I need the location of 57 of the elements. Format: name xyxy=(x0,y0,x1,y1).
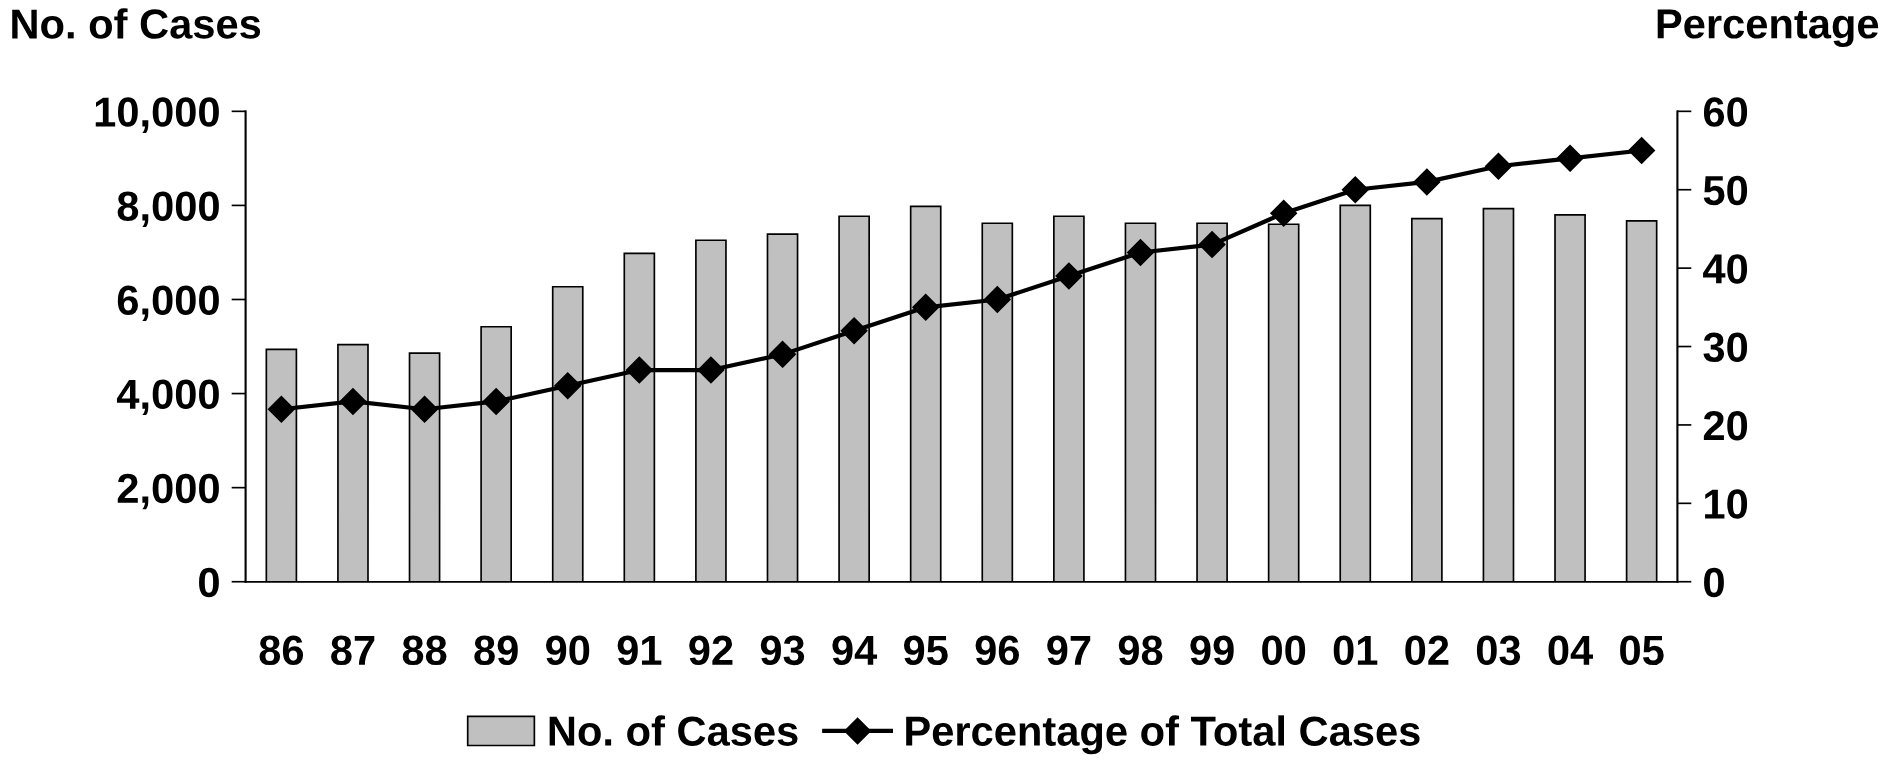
y2-axis-title: Percentage xyxy=(1657,9,1879,48)
y2-tick-label: 0 xyxy=(1704,567,1724,598)
y2-tick-label: 30 xyxy=(1703,332,1748,363)
point xyxy=(1127,238,1154,266)
y-axis-title: No. of Cases xyxy=(12,8,261,39)
point xyxy=(1198,231,1226,259)
y2-tick-label: 40 xyxy=(1703,254,1748,284)
x-tick-label: 03 xyxy=(1476,635,1521,666)
x-tick-label: 02 xyxy=(1405,635,1449,666)
point xyxy=(840,317,868,345)
x-tick-label: 94 xyxy=(832,635,878,666)
x-tick-label: 98 xyxy=(1118,635,1163,666)
point xyxy=(554,372,582,400)
x-tick-label: 90 xyxy=(546,635,590,666)
point xyxy=(482,387,510,415)
legend-label: Percentage of Total Cases xyxy=(906,715,1420,755)
point xyxy=(1556,144,1584,172)
y2-tick-label: 20 xyxy=(1703,410,1748,441)
y-tick-label: 0 xyxy=(199,567,219,598)
point xyxy=(1484,152,1512,180)
x-tick-label: 86 xyxy=(259,635,304,666)
x-tick-label: 97 xyxy=(1047,635,1091,666)
point xyxy=(1055,262,1083,290)
x-tick-label: 99 xyxy=(1190,635,1234,666)
x-tick-label: 05 xyxy=(1620,635,1664,666)
point xyxy=(1341,176,1369,204)
point xyxy=(267,395,295,423)
x-tick-label: 88 xyxy=(402,635,447,666)
y-tick-label: 2,000 xyxy=(117,473,219,510)
point xyxy=(769,340,796,368)
x-tick-label: 00 xyxy=(1262,635,1306,666)
point xyxy=(1270,199,1298,227)
point xyxy=(339,387,367,415)
x-tick-label: 96 xyxy=(975,635,1019,666)
x-tick-label: 04 xyxy=(1548,635,1593,666)
point xyxy=(912,293,940,321)
point xyxy=(1628,137,1656,164)
point xyxy=(1413,168,1441,196)
x-tick-label: 92 xyxy=(689,635,733,666)
point xyxy=(411,395,439,423)
x-tick-label: 87 xyxy=(331,635,375,666)
x-tick-label: 95 xyxy=(903,635,948,666)
y2-tick-label: 60 xyxy=(1703,97,1748,127)
x-tick-label: 89 xyxy=(474,635,518,666)
y-tick-label: 8,000 xyxy=(117,191,219,227)
y-tick-label: 4,000 xyxy=(116,379,219,416)
y2-tick-label: 50 xyxy=(1703,175,1748,206)
point xyxy=(983,286,1011,313)
point xyxy=(697,356,725,384)
y-tick-label: 10,000 xyxy=(95,97,219,133)
x-tick-label: 01 xyxy=(1333,635,1378,666)
x-tick-label: 93 xyxy=(760,635,805,666)
point xyxy=(625,356,653,384)
x-tick-label: 91 xyxy=(617,635,662,666)
y2-tick-label: 10 xyxy=(1705,489,1748,519)
y-tick-label: 6,000 xyxy=(117,285,219,322)
legend-label: No. of Cases xyxy=(549,715,798,746)
